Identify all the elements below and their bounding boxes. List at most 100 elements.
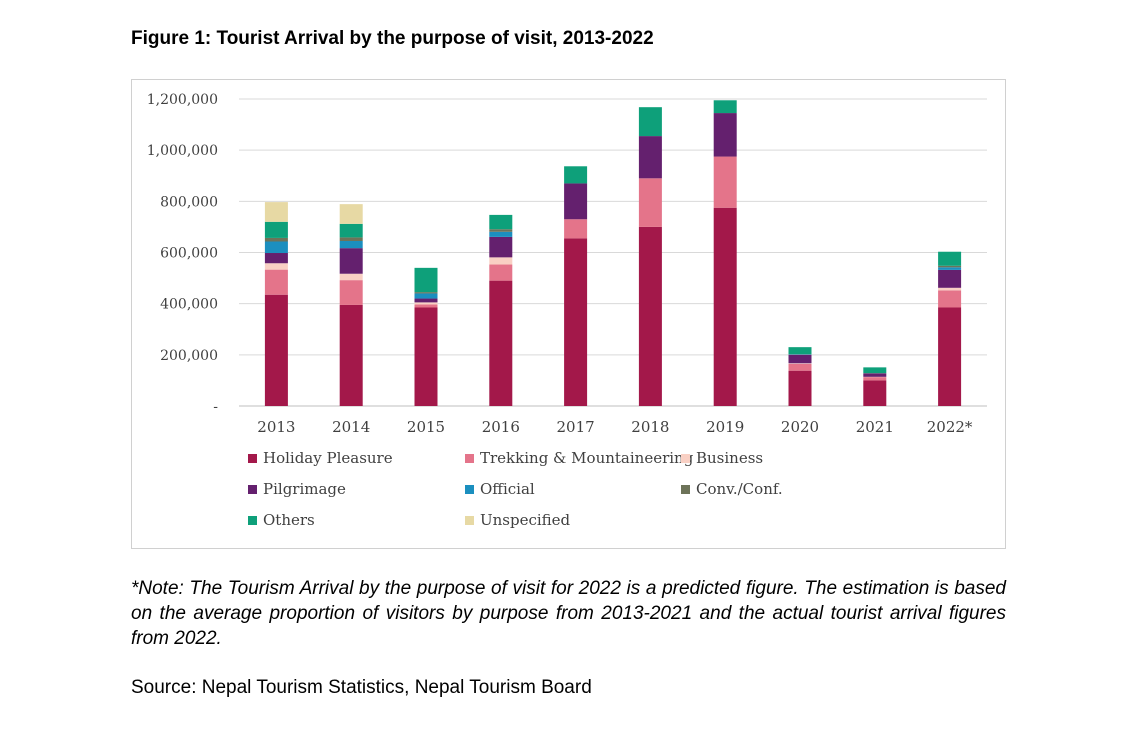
- legend-label-unspecified: Unspecified: [480, 511, 571, 529]
- y-tick-label: 600,000: [160, 246, 218, 262]
- legend-swatch-business: [681, 454, 690, 463]
- bar-official-2014: [339, 240, 363, 249]
- source-text: Source: Nepal Tourism Statistics, Nepal …: [131, 677, 592, 698]
- x-tick-label: 2018: [631, 418, 669, 436]
- bar-trekking-mountaineering-2017: [564, 219, 588, 239]
- bar-pilgrimage-2015: [414, 298, 438, 303]
- bars: [264, 100, 962, 406]
- bar-trekking-mountaineering-2021: [863, 377, 887, 381]
- bar-holiday-pleasure-2021: [863, 380, 887, 406]
- legend-label-business: Business: [696, 449, 763, 467]
- bar-others-2015: [414, 267, 438, 293]
- legend-label-conv-conf: Conv./Conf.: [696, 480, 783, 498]
- bar-holiday-pleasure-2022: [938, 307, 962, 406]
- bar-official-2013: [264, 241, 288, 254]
- y-tick-label: 800,000: [160, 194, 218, 210]
- bar-pilgrimage-2016: [489, 236, 513, 258]
- bar-pilgrimage-2021: [863, 373, 887, 377]
- y-tick-label: -: [213, 399, 218, 415]
- legend-swatch-pilgrimage: [248, 485, 257, 494]
- figure-title: Figure 1: Tourist Arrival by the purpose…: [131, 28, 654, 49]
- bar-pilgrimage-2020: [788, 354, 812, 364]
- chart-frame: [131, 79, 1006, 549]
- legend-swatch-conv-conf: [681, 485, 690, 494]
- bar-others-2018: [638, 107, 662, 137]
- bar-business-2020: [788, 363, 812, 364]
- x-tick-label: 2014: [332, 418, 370, 436]
- bar-trekking-mountaineering-2015: [414, 304, 438, 308]
- bar-pilgrimage-2019: [713, 113, 737, 157]
- bar-others-2019: [713, 100, 737, 114]
- stacked-bar-chart: - 200,000 400,000 600,000 800,000 1,000,000 1,…: [147, 92, 987, 529]
- legend: Holiday Pleasure Trekking & Mountaineerin…: [248, 449, 783, 529]
- x-tick-label: 2017: [557, 418, 595, 436]
- bar-others-2017: [564, 166, 588, 184]
- bar-business-2014: [339, 273, 363, 281]
- bar-conv-conf-2022: [938, 265, 962, 268]
- bar-holiday-pleasure-2019: [713, 207, 737, 406]
- bar-trekking-mountaineering-2016: [489, 264, 513, 281]
- bar-others-2021: [863, 367, 887, 373]
- y-tick-label: 1,000,000: [147, 143, 218, 159]
- x-tick-label: 2013: [257, 418, 295, 436]
- legend-swatch-unspecified: [465, 516, 474, 525]
- legend-swatch-trekking-mountaineering: [465, 454, 474, 463]
- bar-pilgrimage-2018: [638, 136, 662, 179]
- bar-business-2016: [489, 257, 513, 265]
- bar-trekking-mountaineering-2020: [788, 363, 812, 371]
- x-tick-label: 2020: [781, 418, 819, 436]
- x-tick-label: 2015: [407, 418, 445, 436]
- bar-official-2015: [414, 293, 438, 299]
- legend-label-pilgrimage: Pilgrimage: [263, 480, 346, 498]
- bar-holiday-pleasure-2020: [788, 370, 812, 406]
- bar-conv-conf-2016: [489, 229, 513, 232]
- bar-others-2016: [489, 214, 513, 230]
- y-tick-label: 400,000: [160, 297, 218, 313]
- bar-official-2020: [788, 354, 812, 355]
- bar-official-2016: [489, 231, 513, 237]
- bar-holiday-pleasure-2013: [264, 294, 288, 406]
- bar-trekking-mountaineering-2019: [713, 156, 737, 208]
- legend-swatch-others: [248, 516, 257, 525]
- bar-business-2015: [414, 302, 438, 305]
- legend-label-official: Official: [480, 480, 535, 498]
- bar-trekking-mountaineering-2022: [938, 290, 962, 308]
- bar-others-2014: [339, 223, 363, 238]
- bar-business-2013: [264, 263, 288, 270]
- bar-pilgrimage-2014: [339, 248, 363, 274]
- bar-trekking-mountaineering-2018: [638, 178, 662, 227]
- x-tick-label: 2019: [706, 418, 744, 436]
- x-tick-label: 2021: [856, 418, 894, 436]
- bar-official-2022: [938, 267, 962, 270]
- bar-unspecified-2014: [339, 204, 363, 224]
- bar-others-2022: [938, 251, 962, 266]
- bar-holiday-pleasure-2017: [564, 238, 588, 406]
- bar-trekking-mountaineering-2013: [264, 269, 288, 295]
- bar-holiday-pleasure-2015: [414, 307, 438, 406]
- bar-holiday-pleasure-2014: [339, 304, 363, 406]
- bar-holiday-pleasure-2016: [489, 280, 513, 406]
- y-tick-label: 1,200,000: [147, 92, 218, 108]
- bar-pilgrimage-2022: [938, 269, 962, 288]
- note-text: *Note: The Tourism Arrival by the purpos…: [131, 578, 1006, 649]
- legend-swatch-holiday-pleasure: [248, 454, 257, 463]
- bar-conv-conf-2015: [414, 292, 438, 294]
- bar-pilgrimage-2013: [264, 253, 288, 264]
- bar-business-2022: [938, 287, 962, 291]
- x-axis: 2013 2014 2015 2016 2017 2018 2019 2020 2021 2022…: [257, 418, 973, 436]
- legend-label-trekking-mountaineering: Trekking & Mountaineering: [480, 449, 694, 467]
- x-tick-label: 2016: [482, 418, 520, 436]
- bar-others-2013: [264, 221, 288, 238]
- bar-unspecified-2013: [264, 202, 288, 222]
- legend-label-others: Others: [263, 511, 315, 529]
- bar-trekking-mountaineering-2014: [339, 280, 363, 305]
- bar-others-2020: [788, 347, 812, 355]
- y-axis: - 200,000 400,000 600,000 800,000 1,000,000 1,…: [147, 92, 219, 415]
- bar-pilgrimage-2017: [564, 183, 588, 220]
- y-tick-label: 200,000: [160, 348, 218, 364]
- gridlines: [239, 98, 987, 407]
- bar-conv-conf-2014: [339, 237, 363, 241]
- bar-holiday-pleasure-2018: [638, 226, 662, 406]
- bar-conv-conf-2013: [264, 237, 288, 242]
- legend-swatch-official: [465, 485, 474, 494]
